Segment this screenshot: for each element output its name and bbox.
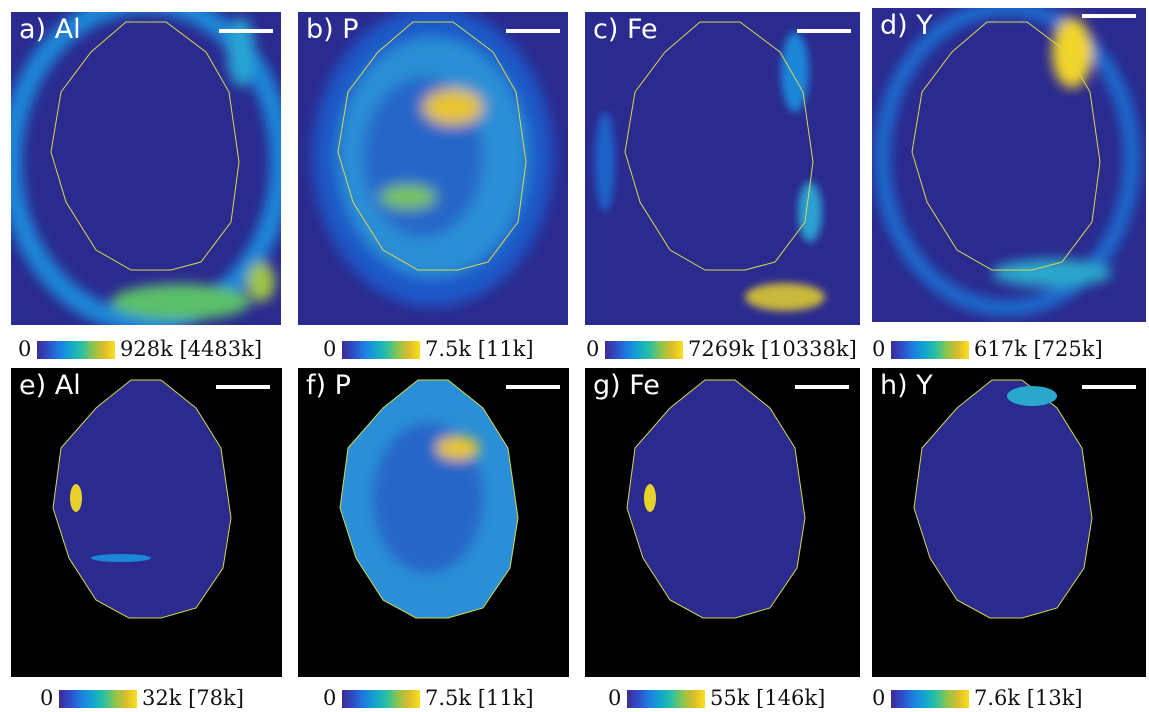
elemental-map-p-top bbox=[298, 12, 568, 325]
colorbar-min: 0 bbox=[872, 686, 886, 710]
colorbar-e: 0 32k [78k] bbox=[40, 686, 290, 712]
panel-label: d) Y bbox=[880, 10, 933, 41]
panel-label: b) P bbox=[306, 14, 359, 45]
elemental-map-fe-top bbox=[585, 12, 860, 325]
colorbar-max: 7269k [10338k] bbox=[688, 337, 857, 361]
colorbar-min: 0 bbox=[323, 337, 337, 361]
masked-map-fe bbox=[585, 368, 860, 677]
scale-bar bbox=[1082, 385, 1136, 389]
colorbar-gradient bbox=[627, 690, 705, 708]
colorbar-gradient bbox=[891, 690, 969, 708]
colorbar-b: 0 7.5k [11k] bbox=[323, 337, 583, 363]
colorbar-min: 0 bbox=[40, 686, 54, 710]
elemental-map-y-top bbox=[872, 8, 1146, 322]
panel-h-y-masked: h) Y bbox=[872, 368, 1146, 677]
elemental-map-al-top bbox=[11, 12, 281, 325]
panel-label: c) Fe bbox=[593, 14, 658, 45]
colorbar-max: 7.5k [11k] bbox=[425, 686, 534, 710]
panel-d-y-map: d) Y bbox=[872, 8, 1146, 322]
colorbar-max: 928k [4483k] bbox=[120, 337, 263, 361]
colorbar-gradient bbox=[37, 341, 115, 359]
colorbar-min: 0 bbox=[608, 686, 622, 710]
panel-f-p-masked: f) P bbox=[298, 368, 569, 677]
panel-label: g) Fe bbox=[593, 370, 660, 401]
colorbar-a: 0 928k [4483k] bbox=[18, 337, 298, 363]
colorbar-gradient bbox=[342, 341, 420, 359]
colorbar-max: 55k [146k] bbox=[710, 686, 826, 710]
scale-bar bbox=[506, 385, 560, 389]
scale-bar bbox=[795, 385, 849, 389]
colorbar-max: 7.5k [11k] bbox=[425, 337, 534, 361]
masked-map-y bbox=[872, 368, 1146, 677]
panel-b-p-map: b) P bbox=[298, 12, 568, 325]
colorbar-h: 0 7.6k [13k] bbox=[872, 686, 1132, 712]
scale-bar bbox=[1082, 14, 1136, 18]
panel-label: h) Y bbox=[880, 370, 933, 401]
panel-label: f) P bbox=[306, 370, 351, 401]
panel-label: e) Al bbox=[19, 370, 81, 401]
colorbar-min: 0 bbox=[18, 337, 32, 361]
colorbar-gradient bbox=[59, 690, 137, 708]
colorbar-g: 0 55k [146k] bbox=[608, 686, 868, 712]
colorbar-max: 32k [78k] bbox=[142, 686, 244, 710]
colorbar-d: 0 617k [725k] bbox=[872, 337, 1142, 363]
colorbar-max: 7.6k [13k] bbox=[974, 686, 1083, 710]
panel-e-al-masked: e) Al bbox=[11, 368, 282, 677]
panel-g-fe-masked: g) Fe bbox=[585, 368, 860, 677]
panel-c-fe-map: c) Fe bbox=[585, 12, 860, 325]
colorbar-min: 0 bbox=[872, 337, 886, 361]
colorbar-f: 0 7.5k [11k] bbox=[323, 686, 583, 712]
masked-map-p bbox=[298, 368, 569, 677]
scale-bar bbox=[797, 29, 851, 33]
scale-bar bbox=[219, 29, 273, 33]
colorbar-gradient bbox=[342, 690, 420, 708]
colorbar-min: 0 bbox=[586, 337, 600, 361]
panel-a-al-map: a) Al bbox=[11, 12, 281, 325]
colorbar-gradient bbox=[891, 341, 969, 359]
scale-bar bbox=[506, 29, 560, 33]
colorbar-gradient bbox=[605, 341, 683, 359]
panel-label: a) Al bbox=[19, 14, 81, 45]
colorbar-max: 617k [725k] bbox=[974, 337, 1103, 361]
colorbar-c: 0 7269k [10338k] bbox=[586, 337, 866, 363]
masked-map-al bbox=[11, 368, 282, 677]
colorbar-min: 0 bbox=[323, 686, 337, 710]
scale-bar bbox=[216, 385, 270, 389]
